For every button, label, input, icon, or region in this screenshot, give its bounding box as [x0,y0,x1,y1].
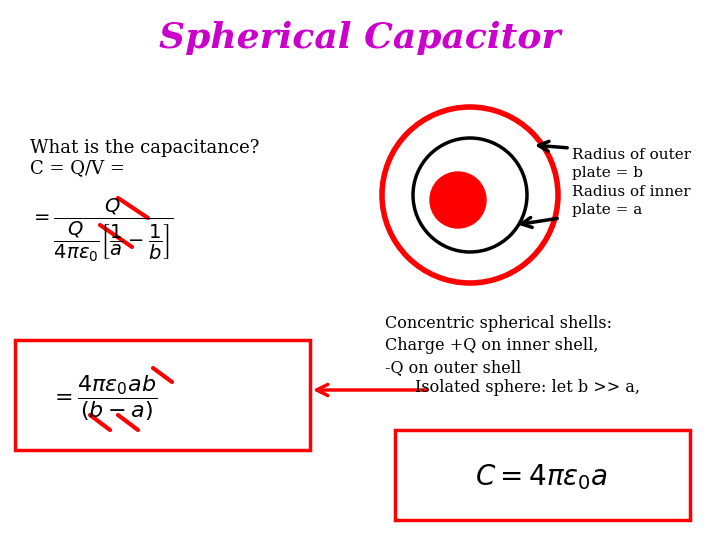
Bar [15,340,310,450]
Text: Spherical Capacitor: Spherical Capacitor [159,21,561,55]
Circle shape [430,172,486,228]
Text: Radius of outer
plate = b
Radius of inner
plate = a: Radius of outer plate = b Radius of inne… [572,148,691,217]
Text: Isolated sphere: let b >> a,: Isolated sphere: let b >> a, [415,380,640,396]
Text: Concentric spherical shells:
Charge +Q on inner shell,
-Q on outer shell: Concentric spherical shells: Charge +Q o… [385,315,612,376]
Text: $C = 4\pi\varepsilon_0 a$: $C = 4\pi\varepsilon_0 a$ [475,462,608,492]
Text: $= \dfrac{4\pi\varepsilon_0 ab}{(b-a)}$: $= \dfrac{4\pi\varepsilon_0 ab}{(b-a)}$ [50,373,157,423]
Text: $= \dfrac{Q}{\dfrac{Q}{4\pi\varepsilon_0}\left[\dfrac{1}{a} - \dfrac{1}{b}\right: $= \dfrac{Q}{\dfrac{Q}{4\pi\varepsilon_0… [30,196,174,264]
Text: C = Q/V =: C = Q/V = [30,159,125,177]
Text: What is the capacitance?: What is the capacitance? [30,139,259,157]
Bar [395,430,690,520]
